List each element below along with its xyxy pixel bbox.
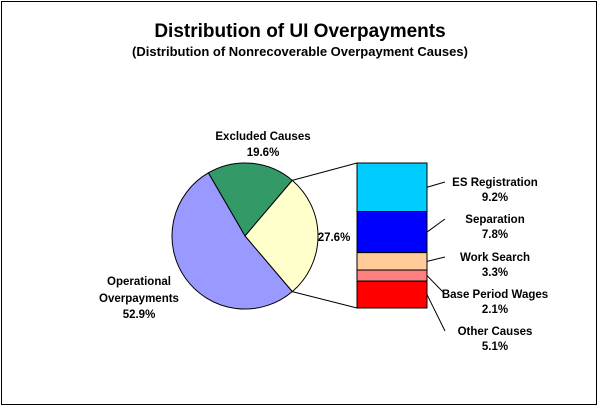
- bar-value-label: 7.8%: [482, 229, 508, 241]
- pie-value-label: 52.9%: [123, 309, 156, 321]
- bar-label: Base Period Wages: [442, 289, 548, 301]
- bar-label: ES Registration: [452, 177, 538, 189]
- bar-value-label: 2.1%: [482, 304, 508, 316]
- bar-value-label: 9.2%: [482, 192, 508, 204]
- leader-line: [426, 181, 446, 188]
- bar-segment: [356, 162, 428, 213]
- pie-value-label: 27.6%: [318, 232, 351, 244]
- pie-label: Operational: [107, 276, 171, 288]
- pie-slice: [171, 172, 293, 310]
- bar-label: Other Causes: [458, 326, 533, 338]
- pie-slice: [244, 179, 319, 293]
- bar-segment: [356, 269, 428, 282]
- bar-label: Separation: [465, 214, 524, 226]
- bar-value-label: 3.3%: [482, 267, 508, 279]
- leader-line: [426, 256, 446, 262]
- leader-line: [426, 218, 446, 233]
- chart-subtitle: (Distribution of Nonrecoverable Overpaym…: [132, 44, 468, 59]
- leader-line: [426, 294, 446, 332]
- pie-label: Overpayments: [99, 293, 179, 305]
- leader-line: [426, 275, 446, 295]
- connector-line: [292, 291, 358, 309]
- bar-value-label: 5.1%: [482, 341, 508, 353]
- bar-segment: [356, 211, 428, 254]
- pie-label: Excluded Causes: [215, 131, 310, 143]
- bar-label: Work Search: [460, 252, 530, 264]
- bar-segment: [356, 280, 428, 309]
- chart-title: Distribution of UI Overpayments: [154, 21, 446, 42]
- pie-slice: [207, 162, 293, 237]
- bar-segment: [356, 252, 428, 271]
- pie-value-label: 19.6%: [247, 147, 280, 159]
- connector-line: [292, 162, 358, 181]
